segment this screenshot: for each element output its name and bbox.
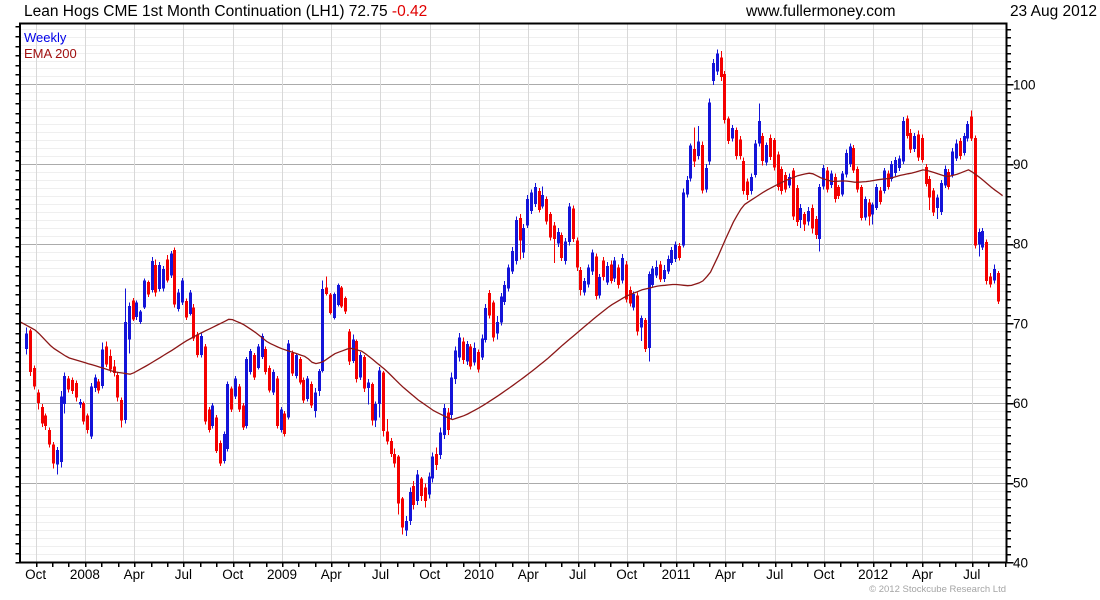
svg-text:Apr: Apr — [321, 567, 343, 582]
svg-text:Jul: Jul — [175, 567, 192, 582]
svg-text:23 Aug 2012: 23 Aug 2012 — [1010, 3, 1097, 20]
svg-text:Apr: Apr — [715, 567, 737, 582]
svg-text:90: 90 — [1013, 157, 1028, 172]
svg-text:2012: 2012 — [858, 567, 888, 582]
svg-text:2011: 2011 — [662, 567, 691, 582]
svg-text:Apr: Apr — [912, 567, 934, 582]
svg-text:Jul: Jul — [766, 567, 783, 582]
svg-text:Jul: Jul — [963, 567, 980, 582]
svg-text:Oct: Oct — [419, 567, 440, 582]
svg-text:Oct: Oct — [25, 567, 46, 582]
svg-text:100: 100 — [1013, 77, 1036, 92]
svg-text:80: 80 — [1013, 237, 1028, 252]
svg-text:60: 60 — [1013, 396, 1028, 411]
svg-text:Oct: Oct — [222, 567, 243, 582]
svg-text:2008: 2008 — [70, 567, 100, 582]
svg-text:Jul: Jul — [569, 567, 586, 582]
svg-text:Lean Hogs CME 1st Month Contin: Lean Hogs CME 1st Month Continuation (LH… — [24, 3, 427, 20]
svg-text:www.fullermoney.com: www.fullermoney.com — [745, 3, 896, 20]
svg-text:Apr: Apr — [124, 567, 146, 582]
svg-text:Weekly: Weekly — [24, 30, 67, 45]
svg-text:Apr: Apr — [518, 567, 540, 582]
svg-text:EMA 200: EMA 200 — [24, 46, 77, 61]
svg-text:40: 40 — [1013, 555, 1028, 570]
svg-text:70: 70 — [1013, 316, 1028, 331]
svg-text:Oct: Oct — [813, 567, 834, 582]
svg-text:Oct: Oct — [616, 567, 637, 582]
svg-text:© 2012 Stockcube Research Ltd: © 2012 Stockcube Research Ltd — [869, 584, 1006, 595]
svg-text:2010: 2010 — [464, 567, 494, 582]
svg-text:Jul: Jul — [372, 567, 389, 582]
svg-text:50: 50 — [1013, 476, 1028, 491]
svg-text:2009: 2009 — [267, 567, 297, 582]
